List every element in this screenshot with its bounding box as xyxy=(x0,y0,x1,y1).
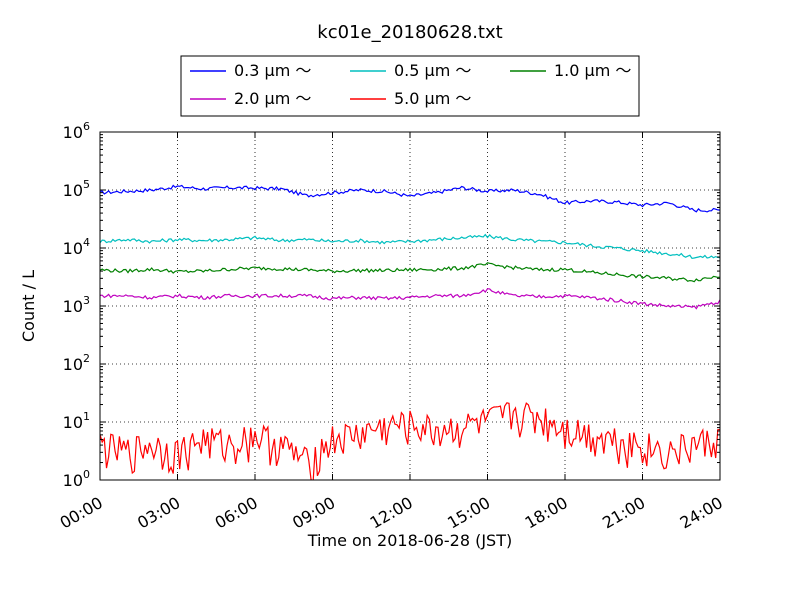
legend-entry-label: 1.0 μm ～ xyxy=(554,61,631,80)
y-tick-label: 100 xyxy=(63,468,90,490)
legend-box xyxy=(180,55,640,117)
series-line-2 xyxy=(100,233,720,260)
y-tick-label: 105 xyxy=(63,178,90,200)
x-tick-label: 12:00 xyxy=(367,493,416,533)
legend-entry-label: 0.3 μm ～ xyxy=(234,61,311,80)
y-axis: 100 101 102 103 104 105 106 xyxy=(63,120,720,490)
series-layer xyxy=(100,184,720,480)
legend-entry-label: 2.0 μm ～ xyxy=(234,89,311,108)
grid xyxy=(100,132,720,480)
series-line-4 xyxy=(100,288,720,310)
series-line-3 xyxy=(100,262,720,283)
y-tick-label: 106 xyxy=(63,120,90,142)
legend-entry-label: 0.5 μm ～ xyxy=(394,61,471,80)
series-line-5 xyxy=(100,402,720,480)
legend: 0.3 μm ～ 0.5 μm ～ 1.0 μm ～ 2.0 μm ～ 5.0 μm ～ xyxy=(180,55,640,117)
y-tick-label: 102 xyxy=(63,352,90,374)
x-axis: 00:00 03:00 06:00 09:00 12:00 15:00 18:00 21:00… xyxy=(57,132,726,533)
series-line-1 xyxy=(100,184,720,213)
x-tick-label: 03:00 xyxy=(134,493,183,533)
x-axis-label: Time on 2018-06-28 (JST) xyxy=(307,531,512,550)
x-tick-label: 06:00 xyxy=(212,493,261,533)
x-tick-label: 15:00 xyxy=(444,493,493,533)
y-tick-label: 103 xyxy=(63,294,90,316)
x-tick-label: 00:00 xyxy=(57,493,106,533)
x-tick-label: 21:00 xyxy=(599,493,648,533)
y-tick-label: 104 xyxy=(63,236,90,258)
x-tick-label: 09:00 xyxy=(289,493,338,533)
y-tick-label: 101 xyxy=(63,410,90,432)
y-axis-label: Count / L xyxy=(19,270,38,342)
chart-title: kc01e_20180628.txt xyxy=(317,22,502,43)
x-tick-label: 18:00 xyxy=(522,493,571,533)
legend-entry-label: 5.0 μm ～ xyxy=(394,89,471,108)
x-tick-label: 24:00 xyxy=(677,493,726,533)
